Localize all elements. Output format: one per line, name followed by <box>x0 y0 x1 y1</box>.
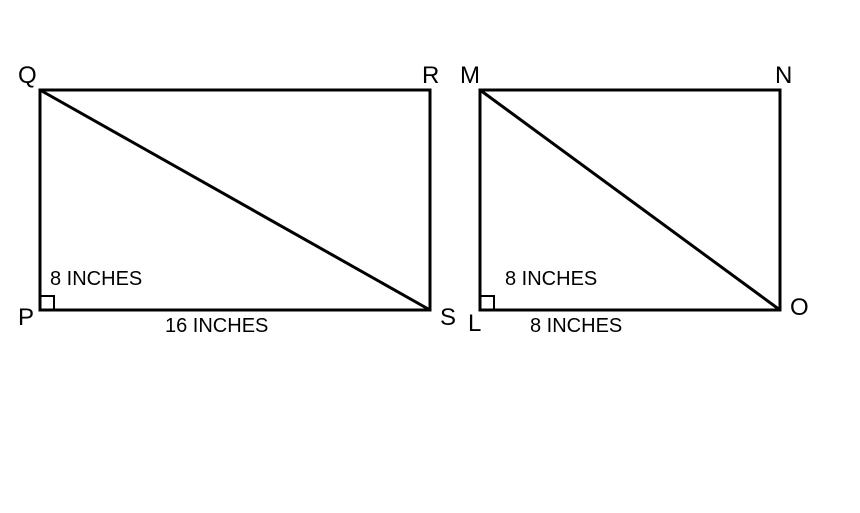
vertex-label-q: Q <box>18 62 37 90</box>
vertex-label-o: O <box>790 294 809 322</box>
vertex-label-r: R <box>422 62 439 90</box>
geometry-diagram: Q R S P M N O L 8 INCHES 16 INCHES 8 INC… <box>0 0 860 508</box>
vertex-label-s: S <box>440 304 456 332</box>
dimension-height-1: 8 INCHES <box>50 268 142 291</box>
right-angle-l <box>480 296 494 310</box>
vertex-label-l: L <box>468 310 481 338</box>
vertex-label-n: N <box>775 62 792 90</box>
dimension-height-2: 8 INCHES <box>505 268 597 291</box>
right-angle-p <box>40 296 54 310</box>
dimension-width-1: 16 INCHES <box>165 315 268 338</box>
vertex-label-p: P <box>18 304 34 332</box>
vertex-label-m: M <box>460 62 480 90</box>
dimension-width-2: 8 INCHES <box>530 315 622 338</box>
